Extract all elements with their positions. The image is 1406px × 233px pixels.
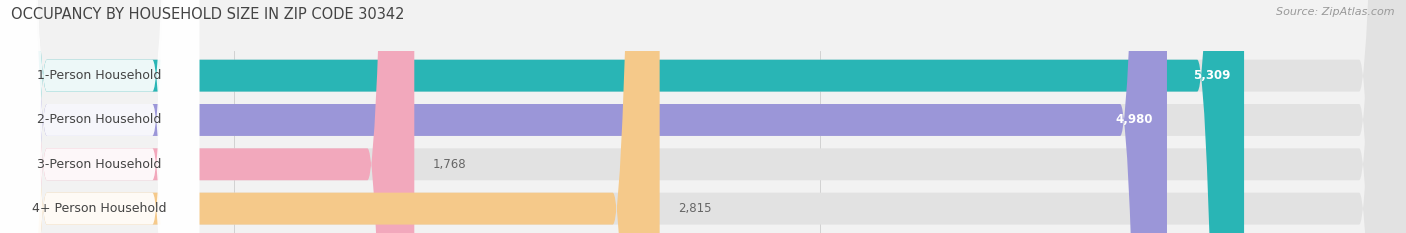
FancyBboxPatch shape: [0, 0, 415, 233]
FancyBboxPatch shape: [0, 0, 1244, 233]
Text: 3-Person Household: 3-Person Household: [38, 158, 162, 171]
Text: 4,980: 4,980: [1115, 113, 1153, 127]
Text: OCCUPANCY BY HOUSEHOLD SIZE IN ZIP CODE 30342: OCCUPANCY BY HOUSEHOLD SIZE IN ZIP CODE …: [11, 7, 405, 22]
FancyBboxPatch shape: [0, 0, 659, 233]
FancyBboxPatch shape: [0, 0, 200, 233]
Text: 2,815: 2,815: [678, 202, 711, 215]
Text: 1,768: 1,768: [433, 158, 467, 171]
FancyBboxPatch shape: [0, 0, 200, 233]
Text: Source: ZipAtlas.com: Source: ZipAtlas.com: [1277, 7, 1395, 17]
Text: 4+ Person Household: 4+ Person Household: [32, 202, 167, 215]
Text: 5,309: 5,309: [1192, 69, 1230, 82]
FancyBboxPatch shape: [0, 0, 200, 233]
FancyBboxPatch shape: [0, 0, 200, 233]
Text: 2-Person Household: 2-Person Household: [38, 113, 162, 127]
Text: 1-Person Household: 1-Person Household: [38, 69, 162, 82]
FancyBboxPatch shape: [0, 0, 1167, 233]
